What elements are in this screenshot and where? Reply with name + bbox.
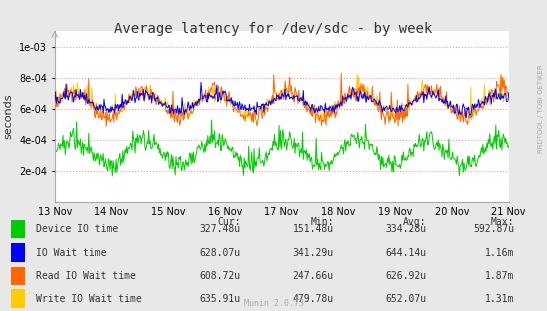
Text: Write IO Wait time: Write IO Wait time	[36, 294, 141, 304]
Text: 247.66u: 247.66u	[293, 271, 334, 281]
Text: 479.78u: 479.78u	[293, 294, 334, 304]
Text: RRDTOOL / TOBI OETIKER: RRDTOOL / TOBI OETIKER	[538, 64, 544, 153]
Bar	[11, 290, 25, 308]
Text: IO Wait time: IO Wait time	[36, 248, 106, 258]
Text: 635.91u: 635.91u	[200, 294, 241, 304]
Text: 626.92u: 626.92u	[386, 271, 427, 281]
Text: 608.72u: 608.72u	[200, 271, 241, 281]
Bar	[11, 243, 25, 262]
Text: 1.87m: 1.87m	[485, 271, 514, 281]
Text: Avg:: Avg:	[403, 216, 427, 227]
Text: Munin 2.0.73: Munin 2.0.73	[243, 299, 304, 308]
Text: 341.29u: 341.29u	[293, 248, 334, 258]
Text: Min:: Min:	[310, 216, 334, 227]
Text: 628.07u: 628.07u	[200, 248, 241, 258]
Text: Max:: Max:	[491, 216, 514, 227]
Text: Average latency for /dev/sdc - by week: Average latency for /dev/sdc - by week	[114, 22, 433, 36]
Text: 592.87u: 592.87u	[473, 224, 514, 234]
Text: Device IO time: Device IO time	[36, 224, 118, 234]
Y-axis label: seconds: seconds	[3, 94, 14, 139]
Text: 151.48u: 151.48u	[293, 224, 334, 234]
Text: 334.28u: 334.28u	[386, 224, 427, 234]
Bar	[11, 267, 25, 285]
Text: 1.16m: 1.16m	[485, 248, 514, 258]
Text: Read IO Wait time: Read IO Wait time	[36, 271, 136, 281]
Text: 644.14u: 644.14u	[386, 248, 427, 258]
Text: Cur:: Cur:	[217, 216, 241, 227]
Text: 327.48u: 327.48u	[200, 224, 241, 234]
Bar	[11, 220, 25, 238]
Text: 1.31m: 1.31m	[485, 294, 514, 304]
Text: 652.07u: 652.07u	[386, 294, 427, 304]
